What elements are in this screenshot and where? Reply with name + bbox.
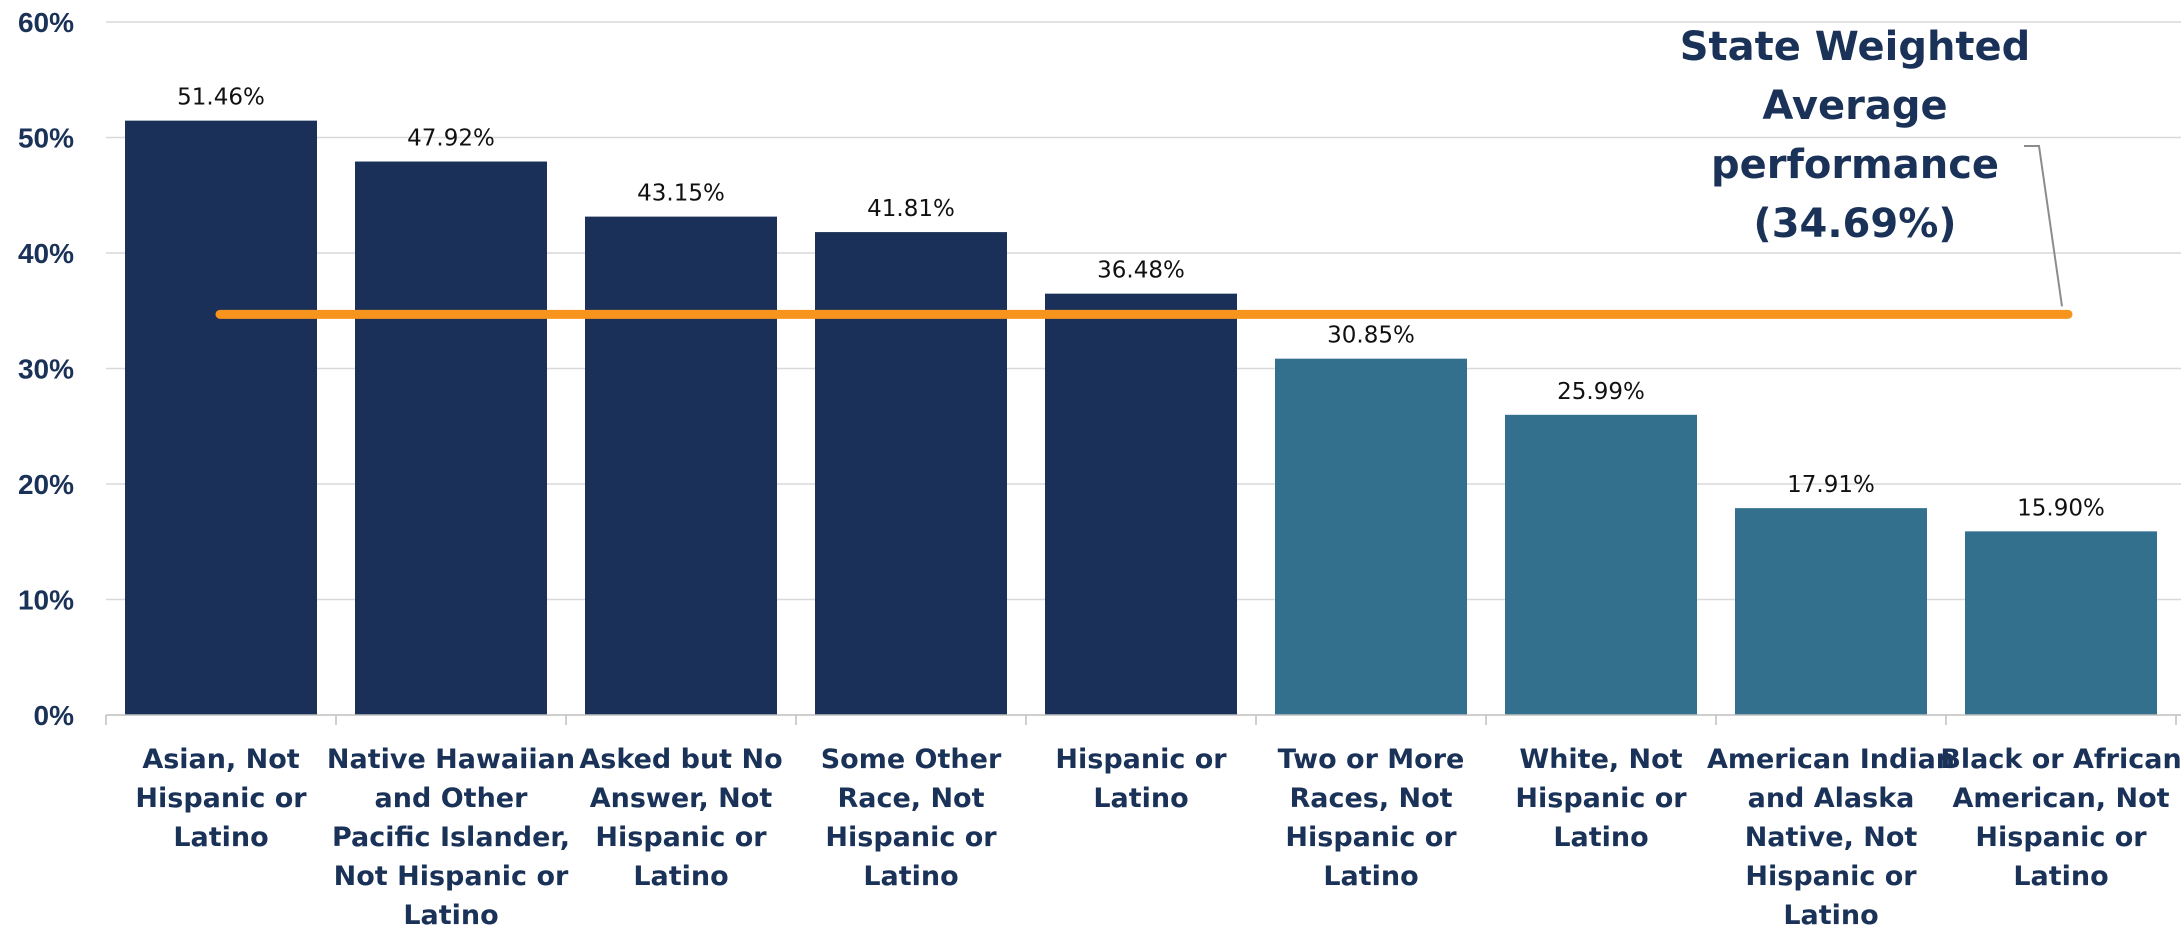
- x-tick-label: Asked but No Answer, Not Hispanic or Latino: [579, 744, 782, 892]
- y-axis: 0% 10% 20% 30% 40% 50% 60%: [18, 7, 74, 731]
- x-tick-label: Hispanic or Latino: [1055, 744, 1227, 814]
- bar: [1275, 358, 1467, 715]
- data-label: 47.92%: [407, 126, 495, 152]
- x-tick-label-line: and Other: [375, 783, 529, 814]
- x-tick-label: Some Other Race, Not Hispanic or Latino: [821, 744, 1002, 892]
- y-tick-label: 50%: [18, 123, 74, 154]
- y-tick-label: 30%: [18, 354, 74, 385]
- reference-annotation-text: State Weighted Average performance (34.69%): [1680, 24, 2031, 247]
- x-tick-label: Asian, Not Hispanic or Latino: [135, 744, 307, 853]
- data-label: 15.90%: [2017, 495, 2105, 521]
- x-tick-label-line: Hispanic or: [595, 822, 767, 853]
- data-label: 25.99%: [1557, 379, 1645, 405]
- x-tick-label-line: Some Other: [821, 744, 1002, 775]
- x-tick-label-line: and Alaska: [1748, 783, 1915, 814]
- y-tick-label: 60%: [18, 7, 74, 38]
- annotation-leader-line: [2024, 145, 2063, 307]
- x-tick-label-line: Not Hispanic or: [334, 861, 569, 892]
- x-tick-label-line: Latino: [1093, 783, 1188, 814]
- x-tick-label-line: Black or African: [1940, 744, 2181, 775]
- x-tick-label-line: Hispanic or: [135, 783, 307, 814]
- x-tick-label-line: Latino: [1323, 861, 1418, 892]
- reference-annotation-line: Average: [1762, 83, 1947, 129]
- x-tick-label: American Indian and Alaska Native, Not Hisp…: [1707, 744, 1955, 930]
- y-tick-label: 40%: [18, 238, 74, 269]
- bars: 51.46% 47.92% 43.15% 41.81% 36.48% 30.85% 25.9…: [125, 85, 2157, 716]
- x-tick-label-line: Asian, Not: [142, 744, 299, 775]
- x-tick-label-line: American Indian: [1707, 744, 1955, 775]
- bar: [585, 216, 777, 715]
- reference-annotation-line: (34.69%): [1753, 201, 1956, 247]
- x-tick-label-line: Race, Not: [837, 783, 984, 814]
- reference-annotation-line: State Weighted: [1680, 24, 2031, 70]
- data-label: 17.91%: [1787, 472, 1875, 498]
- bar: [1045, 293, 1237, 715]
- x-tick-label-line: Hispanic or: [1285, 822, 1457, 853]
- bar: [1965, 531, 2157, 715]
- data-label: 30.85%: [1327, 323, 1415, 349]
- x-tick-label-line: Latino: [633, 861, 728, 892]
- x-tick-label-line: Latino: [863, 861, 958, 892]
- x-tick-label-line: Native, Not: [1745, 822, 1918, 853]
- x-tick-label: White, Not Hispanic or Latino: [1515, 744, 1687, 853]
- x-tick-label: Native Hawaiian and Other Pacific Islander…: [327, 744, 575, 930]
- reference-annotation-line: performance: [1711, 142, 1999, 188]
- data-label: 51.46%: [177, 85, 265, 111]
- x-tick-label-line: Pacific Islander,: [332, 822, 570, 853]
- x-tick-label-line: Asked but No: [579, 744, 782, 775]
- x-tick-label-line: Native Hawaiian: [327, 744, 575, 775]
- bar: [815, 232, 1007, 716]
- x-tick-label-line: American, Not: [1952, 783, 2169, 814]
- x-tick-label-line: Hispanic or: [1975, 822, 2147, 853]
- x-tick-label-line: Latino: [1553, 822, 1648, 853]
- x-tick-label-line: Races, Not: [1289, 783, 1452, 814]
- data-label: 41.81%: [867, 196, 955, 222]
- y-tick-label: 20%: [18, 469, 74, 500]
- data-label: 43.15%: [637, 181, 725, 207]
- x-tick-label-line: Latino: [173, 822, 268, 853]
- bar: [355, 161, 547, 716]
- x-tick-label-line: Hispanic or: [1055, 744, 1227, 775]
- bar: [125, 120, 317, 715]
- x-tick-label-line: Hispanic or: [1745, 861, 1917, 892]
- x-tick-label-line: Latino: [403, 900, 498, 930]
- x-tick-label-line: White, Not: [1519, 744, 1682, 775]
- x-tick-label: Black or African American, Not Hispanic or…: [1940, 744, 2181, 892]
- x-tick-label-line: Hispanic or: [825, 822, 997, 853]
- x-tick-label-line: Hispanic or: [1515, 783, 1687, 814]
- x-tick-label: Two or More Races, Not Hispanic or Latino: [1278, 744, 1465, 892]
- bar: [1505, 414, 1697, 715]
- x-tick-label-line: Latino: [1783, 900, 1878, 930]
- y-tick-label: 0%: [34, 700, 75, 731]
- bar: [1735, 508, 1927, 715]
- reference-annotation: State Weighted Average performance (34.69%): [1680, 24, 2063, 307]
- x-tick-label-line: Answer, Not: [590, 783, 773, 814]
- x-tick-label-line: Two or More: [1278, 744, 1465, 775]
- data-label: 36.48%: [1097, 258, 1185, 284]
- x-tick-label-line: Latino: [2013, 861, 2108, 892]
- y-tick-label: 10%: [18, 585, 74, 616]
